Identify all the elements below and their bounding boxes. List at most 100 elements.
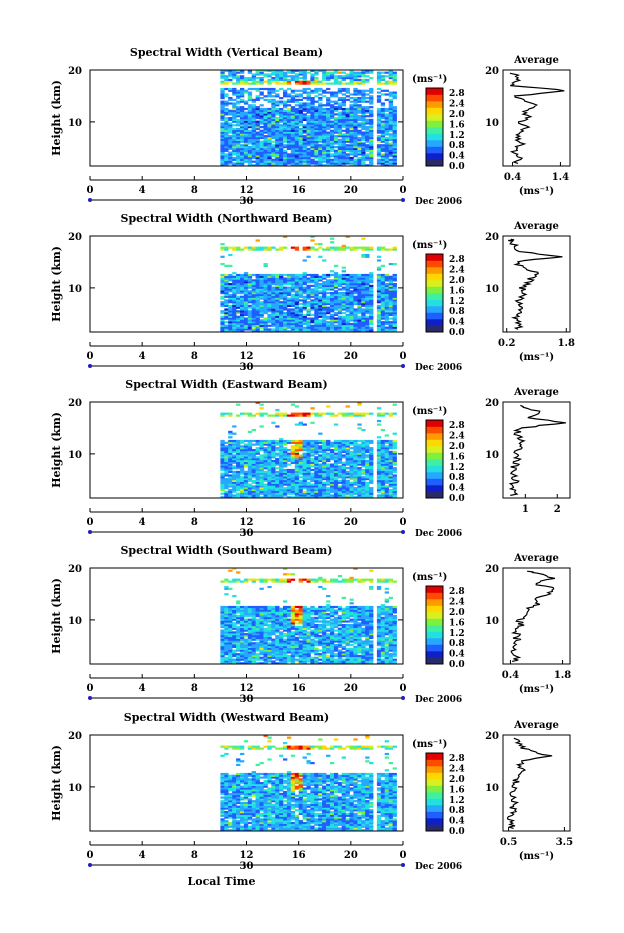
panel-3-heatmap-cell xyxy=(377,424,381,426)
panel-3-heatmap-cell xyxy=(279,471,283,473)
panel-2-heatmap-cell xyxy=(291,316,295,318)
panel-1-heatmap-cell xyxy=(287,83,291,85)
panel-2-heatmap-cell xyxy=(279,301,283,303)
panel-1-colorbar-swatch xyxy=(426,88,443,95)
panel-1-heatmap-cell xyxy=(357,115,361,117)
panel-3-heatmap-cell xyxy=(244,482,248,484)
panel-1-heatmap-cell xyxy=(314,88,318,90)
panel-1-heatmap-cell xyxy=(314,150,318,152)
panel-2-heatmap-cell xyxy=(310,327,314,329)
panel-2-heatmap-cell xyxy=(377,316,381,318)
panel-1-heatmap-cell xyxy=(271,144,275,146)
panel-1-heatmap-cell xyxy=(377,72,381,74)
panel-2-heatmap-cell xyxy=(287,327,291,329)
panel-1-heatmap-cell xyxy=(236,101,240,103)
panel-1-heatmap-cell xyxy=(314,106,318,108)
panel-1-heatmap-cell xyxy=(381,75,385,77)
panel-2-heatmap-cell xyxy=(279,247,283,249)
panel-3-heatmap-cell xyxy=(310,493,314,495)
panel-1-heatmap-cell xyxy=(303,135,307,137)
panel-2-heatmap-cell xyxy=(303,316,307,318)
panel-1-heatmap-cell xyxy=(334,83,338,85)
panel-2-heatmap-cell xyxy=(252,249,256,251)
panel-1-heatmap-cell xyxy=(338,102,342,104)
panel-1-heatmap-cell xyxy=(228,102,232,104)
panel-3-heatmap-cell xyxy=(256,493,260,495)
panel-3-heatmap-cell xyxy=(334,460,338,462)
panel-1-heatmap-cell xyxy=(260,130,264,132)
panel-3-heatmap-cell xyxy=(260,449,264,451)
panel-2-heatmap-cell xyxy=(381,327,385,329)
panel-2-heatmap-cell xyxy=(361,327,365,329)
panel-1-heatmap-cell xyxy=(334,146,338,148)
panel-1-heatmap-cell xyxy=(291,161,295,163)
panel-1-heatmap-cell xyxy=(240,83,244,85)
panel-1-heatmap-cell xyxy=(271,99,275,101)
panel-1-heatmap-cell xyxy=(236,150,240,152)
panel-2-heatmap-cell xyxy=(291,294,295,296)
panel-2-heatmap-cell xyxy=(342,283,346,285)
panel-2-heatmap-cell xyxy=(322,281,326,283)
panel-3-heatmap-cell xyxy=(342,482,346,484)
panel-2-heatmap-cell xyxy=(287,294,291,296)
panel-3-colorbar-swatch xyxy=(426,485,443,492)
panel-2-heatmap-cell xyxy=(322,283,326,285)
panel-2-heatmap-cell xyxy=(220,316,224,318)
panel-1-heatmap-cell xyxy=(314,117,318,119)
panel-1-heatmap-cell xyxy=(236,119,240,121)
panel-1-heatmap-cell xyxy=(393,106,397,108)
panel-1-heatmap-cell xyxy=(385,150,389,152)
panel-3-heatmap-cell xyxy=(267,471,271,473)
panel-3-heatmap-cell xyxy=(310,473,314,475)
panel-1-heatmap-cell xyxy=(330,153,334,155)
panel-3-date-label: 30 xyxy=(240,528,254,539)
panel-1-heatmap-cell xyxy=(385,117,389,119)
panel-2-heatmap-cell xyxy=(330,249,334,251)
panel-2-heatmap-cell xyxy=(318,327,322,329)
panel-1-heatmap-cell xyxy=(267,108,271,110)
panel-2-heatmap-cell xyxy=(220,256,224,258)
panel-1-colorbar-tick: 1.6 xyxy=(449,120,465,130)
panel-3-average-ytick-label: 20 xyxy=(485,398,499,409)
panel-1-heatmap-cell xyxy=(318,144,322,146)
panel-1-heatmap-cell xyxy=(377,95,381,97)
panel-3-heatmap-cell xyxy=(369,440,373,442)
panel-2-heatmap-cell xyxy=(275,274,279,276)
panel-3-heatmap-cell xyxy=(307,413,311,415)
panel-3-heatmap-cell xyxy=(346,440,350,442)
panel-3-heatmap-cell xyxy=(275,467,279,469)
panel-1-heatmap-cell xyxy=(228,110,232,112)
panel-1-average-xtick-label: 1.4 xyxy=(552,172,569,183)
panel-2-heatmap-cell xyxy=(353,247,357,249)
panel-2-heatmap-cell xyxy=(260,327,264,329)
panel-1-heatmap-cell xyxy=(377,92,381,94)
panel-1-heatmap-cell xyxy=(310,161,314,163)
panel-3-heatmap-cell xyxy=(232,465,236,467)
panel-3-heatmap-cell xyxy=(361,471,365,473)
panel-2-heatmap-cell xyxy=(342,316,346,318)
panel-3-heatmap-cell xyxy=(299,480,303,482)
panel-1-heatmap-cell xyxy=(350,128,354,130)
panel-1-heatmap-cell xyxy=(291,106,295,108)
panel-2-heatmap-cell xyxy=(267,325,271,327)
panel-1-heatmap-cell xyxy=(334,113,338,115)
panel-1-heatmap-cell xyxy=(287,104,291,106)
panel-3-heatmap-cell xyxy=(326,493,330,495)
panel-3-average-xtick-label: 1 xyxy=(522,504,529,515)
panel-2-heatmap-cell xyxy=(322,259,326,261)
panel-3-heatmap-cell xyxy=(260,413,264,415)
panel-2-heatmap-cell xyxy=(385,249,389,251)
panel-3-heatmap-cell xyxy=(287,440,291,442)
panel-3-heatmap-cell xyxy=(385,434,389,436)
panel-3-heatmap-cell xyxy=(283,482,287,484)
panel-2-heatmap-cell xyxy=(264,249,268,251)
panel-2-heatmap-cell xyxy=(283,327,287,329)
panel-1-heatmap-cell xyxy=(350,104,354,106)
panel-2-heatmap-cell xyxy=(357,294,361,296)
panel-2-heatmap-cell xyxy=(307,308,311,310)
panel-2-ytick-label: 10 xyxy=(68,284,82,295)
panel-2-heatmap-cell xyxy=(220,327,224,329)
panel-2-heatmap-cell xyxy=(307,256,311,258)
panel-1-heatmap-cell xyxy=(314,83,318,85)
panel-2-heatmap-cell xyxy=(338,316,342,318)
